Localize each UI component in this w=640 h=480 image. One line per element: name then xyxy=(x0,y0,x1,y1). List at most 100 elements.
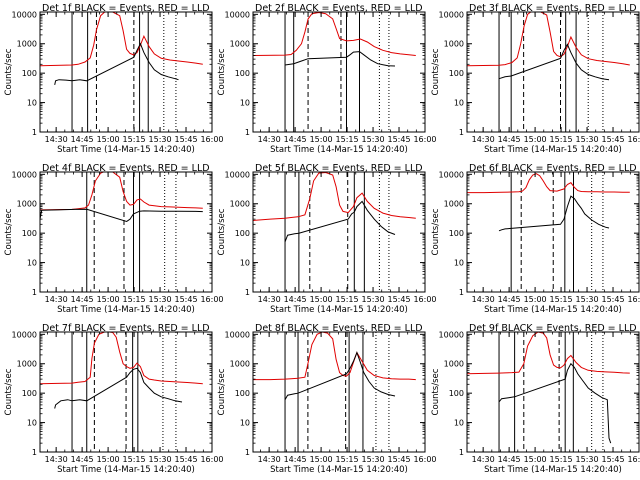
y-tick-label: 1 xyxy=(32,288,37,297)
lld-series-line xyxy=(40,332,203,385)
x-tick-label: 14:45 xyxy=(498,135,521,144)
x-tick-label: 16:00 xyxy=(413,295,436,304)
x-tick-label: 14:45 xyxy=(284,135,307,144)
panel-det-4: 1 10 100 1000 10000 14:30 14:45 15:00 15:15 15:30… xyxy=(4,163,224,315)
lld-series-line xyxy=(253,172,416,221)
panel-det-1: 1 10 100 1000 10000 14:30 14:45 15:00 15:15 15:30… xyxy=(4,3,224,155)
x-tick-label: 15:00 xyxy=(97,455,120,464)
panel-title: Det 6f BLACK = Events, RED = LLD xyxy=(469,163,637,174)
x-axis-label: Start Time (14-Mar-15 14:20:40) xyxy=(270,305,408,315)
plot-frame xyxy=(252,11,426,133)
y-tick-label: 1000 xyxy=(444,360,464,369)
plot-frame xyxy=(466,171,640,293)
panel-det-2: 1 10 100 1000 10000 14:30 14:45 15:00 15:15 15:30… xyxy=(217,3,437,155)
x-tick-label: 15:45 xyxy=(387,455,410,464)
y-tick-label: 10000 xyxy=(439,330,464,339)
y-tick-label: 100 xyxy=(449,69,464,78)
x-tick-label: 14:30 xyxy=(258,135,281,144)
y-tick-label: 1 xyxy=(459,128,464,137)
x-tick-label: 16:00 xyxy=(200,135,223,144)
x-tick-label: 16:00 xyxy=(627,135,640,144)
y-tick-label: 10000 xyxy=(439,170,464,179)
x-axis-label: Start Time (14-Mar-15 14:20:40) xyxy=(270,465,408,475)
panel-title: Det 3f BLACK = Events, RED = LLD xyxy=(469,3,637,14)
y-tick-label: 10 xyxy=(454,419,464,428)
y-tick-label: 10 xyxy=(27,259,37,268)
x-tick-label: 14:45 xyxy=(71,135,94,144)
x-axis-label: Start Time (14-Mar-15 14:20:40) xyxy=(484,145,622,155)
events-series-line xyxy=(54,42,179,86)
x-tick-label: 14:45 xyxy=(284,295,307,304)
x-tick-label: 15:30 xyxy=(362,295,385,304)
plot-frame xyxy=(39,11,213,133)
panel-title: Det 1f BLACK = Events, RED = LLD xyxy=(42,3,210,14)
x-tick-label: 15:30 xyxy=(576,455,599,464)
x-axis-label: Start Time (14-Mar-15 14:20:40) xyxy=(57,145,195,155)
x-tick-label: 15:45 xyxy=(601,295,624,304)
x-tick-label: 15:15 xyxy=(123,455,146,464)
y-axis-label: Counts/sec xyxy=(4,208,14,255)
x-tick-label: 16:00 xyxy=(413,455,436,464)
y-tick-label: 10 xyxy=(240,259,250,268)
panel-det-7: 1 10 100 1000 10000 14:30 14:45 15:00 15:15 15:30… xyxy=(4,323,224,475)
x-tick-label: 15:00 xyxy=(310,295,333,304)
y-tick-label: 10 xyxy=(240,99,250,108)
x-tick-label: 14:30 xyxy=(258,455,281,464)
events-series-line xyxy=(284,351,396,400)
y-tick-label: 10 xyxy=(454,99,464,108)
x-tick-label: 15:45 xyxy=(174,135,197,144)
y-tick-label: 1000 xyxy=(230,40,250,49)
x-tick-label: 14:30 xyxy=(45,455,68,464)
x-tick-label: 14:45 xyxy=(71,455,94,464)
x-tick-label: 14:30 xyxy=(45,135,68,144)
lld-series-line xyxy=(253,332,416,381)
plot-frame xyxy=(39,171,213,293)
y-tick-label: 100 xyxy=(235,389,250,398)
panel-title: Det 5f BLACK = Events, RED = LLD xyxy=(255,163,423,174)
x-tick-label: 14:45 xyxy=(284,455,307,464)
x-tick-label: 15:00 xyxy=(310,455,333,464)
x-tick-label: 15:30 xyxy=(362,135,385,144)
lld-series-line xyxy=(253,12,416,56)
plot-frame xyxy=(39,331,213,453)
y-axis-label: Counts/sec xyxy=(431,208,441,255)
y-tick-label: 100 xyxy=(449,389,464,398)
x-tick-label: 15:45 xyxy=(174,455,197,464)
panel-title: Det 9f BLACK = Events, RED = LLD xyxy=(469,323,637,334)
x-tick-label: 16:00 xyxy=(413,135,436,144)
y-tick-label: 10 xyxy=(27,99,37,108)
x-tick-label: 15:30 xyxy=(576,295,599,304)
y-tick-label: 1000 xyxy=(17,200,37,209)
plot-frame xyxy=(252,171,426,293)
x-tick-label: 15:00 xyxy=(524,135,547,144)
y-tick-label: 10000 xyxy=(225,330,250,339)
y-tick-label: 1 xyxy=(245,288,250,297)
events-series-line xyxy=(284,51,396,67)
y-tick-label: 1 xyxy=(245,128,250,137)
y-axis-label: Counts/sec xyxy=(217,368,227,415)
x-tick-label: 15:15 xyxy=(123,135,146,144)
x-tick-label: 15:30 xyxy=(149,295,172,304)
x-tick-label: 14:30 xyxy=(45,295,68,304)
panel-det-5: 1 10 100 1000 10000 14:30 14:45 15:00 15:15 15:30… xyxy=(217,163,437,315)
y-axis-label: Counts/sec xyxy=(217,48,227,95)
events-series-line xyxy=(498,43,610,81)
y-tick-label: 100 xyxy=(22,389,37,398)
x-tick-label: 14:30 xyxy=(258,295,281,304)
y-tick-label: 10000 xyxy=(439,10,464,19)
y-axis-label: Counts/sec xyxy=(431,48,441,95)
x-tick-label: 16:00 xyxy=(200,455,223,464)
panel-title: Det 4f BLACK = Events, RED = LLD xyxy=(42,163,210,174)
y-tick-label: 100 xyxy=(22,69,37,78)
panel-det-3: 1 10 100 1000 10000 14:30 14:45 15:00 15:15 15:30… xyxy=(431,3,640,155)
y-tick-label: 10000 xyxy=(12,330,37,339)
y-tick-label: 100 xyxy=(22,229,37,238)
x-tick-label: 15:15 xyxy=(336,455,359,464)
y-tick-label: 1 xyxy=(32,128,37,137)
y-axis-label: Counts/sec xyxy=(431,368,441,415)
panel-det-6: 1 10 100 1000 10000 14:30 14:45 15:00 15:15 15:30… xyxy=(431,163,640,315)
y-tick-label: 10000 xyxy=(225,170,250,179)
events-series-line xyxy=(498,362,612,444)
x-axis-label: Start Time (14-Mar-15 14:20:40) xyxy=(270,145,408,155)
panel-title: Det 2f BLACK = Events, RED = LLD xyxy=(255,3,423,14)
